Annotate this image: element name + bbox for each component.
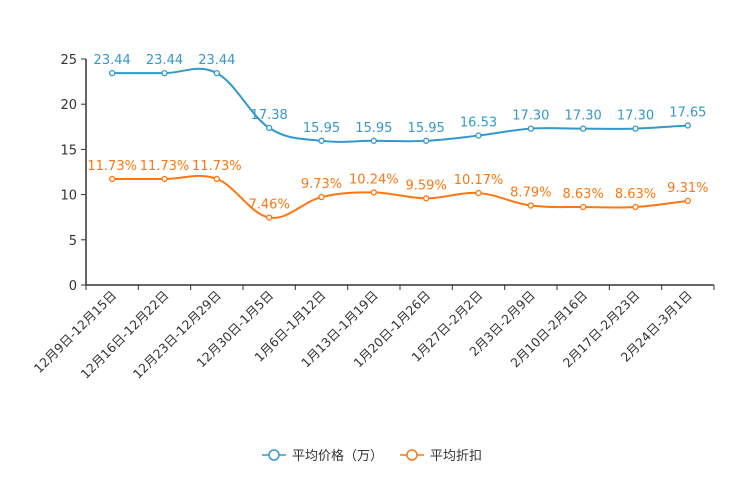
- data-label: 17.30: [565, 109, 602, 124]
- data-label: 11.73%: [140, 159, 190, 174]
- series-line-0: [112, 67, 688, 143]
- data-label: 17.30: [512, 109, 549, 124]
- data-label: 8.63%: [615, 187, 656, 202]
- data-label: 7.46%: [249, 198, 290, 213]
- data-label: 9.73%: [301, 177, 342, 192]
- data-point: [423, 195, 430, 202]
- x-tick-label: 12月23日-12月29日: [130, 288, 224, 382]
- data-point: [109, 175, 116, 183]
- data-label: 17.38: [251, 108, 288, 123]
- legend-marker: [268, 449, 280, 461]
- legend-marker: [406, 449, 418, 461]
- y-tick-label: 0: [69, 279, 77, 294]
- data-label: 15.95: [303, 121, 340, 136]
- data-label: 16.53: [460, 116, 497, 131]
- legend-label: 平均价格（万）: [292, 448, 383, 464]
- data-point: [213, 175, 220, 183]
- data-point: [527, 202, 534, 209]
- data-label: 11.73%: [87, 159, 137, 174]
- data-label: 17.30: [617, 109, 654, 124]
- data-point: [580, 203, 587, 211]
- legend-label: 平均折扣: [430, 449, 482, 464]
- data-label: 8.79%: [510, 186, 551, 201]
- data-point: [684, 197, 691, 204]
- y-tick-label: 5: [69, 234, 77, 249]
- series-line-1: [112, 174, 688, 219]
- data-point: [580, 125, 587, 132]
- data-label: 23.44: [146, 53, 183, 68]
- data-label: 10.24%: [349, 172, 399, 187]
- data-label: 11.73%: [192, 159, 242, 174]
- data-label: 23.44: [198, 53, 235, 68]
- y-tick-label: 25: [60, 53, 77, 68]
- data-point: [475, 132, 482, 139]
- data-point: [109, 69, 116, 77]
- data-point: [632, 125, 639, 132]
- data-label: 17.65: [669, 105, 706, 120]
- data-label: 10.17%: [454, 173, 504, 188]
- data-point: [527, 125, 534, 132]
- data-point: [318, 137, 325, 144]
- data-point: [213, 69, 220, 77]
- x-tick-label: 12月16日-12月22日: [77, 288, 171, 382]
- data-label: 15.95: [408, 121, 445, 136]
- data-point: [370, 137, 377, 144]
- data-label: 23.44: [94, 53, 131, 68]
- data-point: [266, 214, 273, 221]
- y-tick-label: 15: [60, 143, 77, 158]
- data-point: [423, 137, 430, 144]
- data-point: [318, 193, 325, 201]
- y-tick-label: 20: [60, 98, 77, 113]
- y-tick-label: 10: [60, 189, 77, 204]
- data-point: [475, 189, 482, 197]
- data-label: 8.63%: [563, 187, 604, 202]
- data-point: [161, 175, 168, 183]
- data-point: [266, 124, 273, 132]
- data-point: [684, 122, 691, 129]
- data-point: [370, 189, 377, 196]
- data-point: [632, 203, 639, 211]
- data-label: 9.59%: [406, 178, 447, 193]
- data-label: 9.31%: [667, 181, 708, 196]
- data-point: [161, 69, 168, 77]
- data-label: 15.95: [355, 121, 392, 136]
